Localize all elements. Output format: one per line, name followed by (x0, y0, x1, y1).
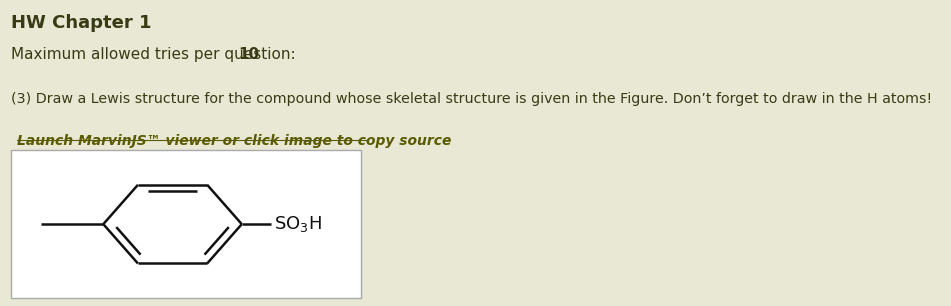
Text: 10: 10 (239, 47, 260, 62)
Text: Launch MarvinJS™ viewer or click image to copy source: Launch MarvinJS™ viewer or click image t… (17, 134, 452, 148)
Text: (3) Draw a Lewis structure for the compound whose skeletal structure is given in: (3) Draw a Lewis structure for the compo… (11, 92, 933, 106)
Bar (11, 150, 361, 298)
Text: HW Chapter 1: HW Chapter 1 (11, 14, 152, 32)
Text: Maximum allowed tries per question:: Maximum allowed tries per question: (11, 47, 301, 62)
Text: SO$_3$H: SO$_3$H (274, 214, 321, 234)
